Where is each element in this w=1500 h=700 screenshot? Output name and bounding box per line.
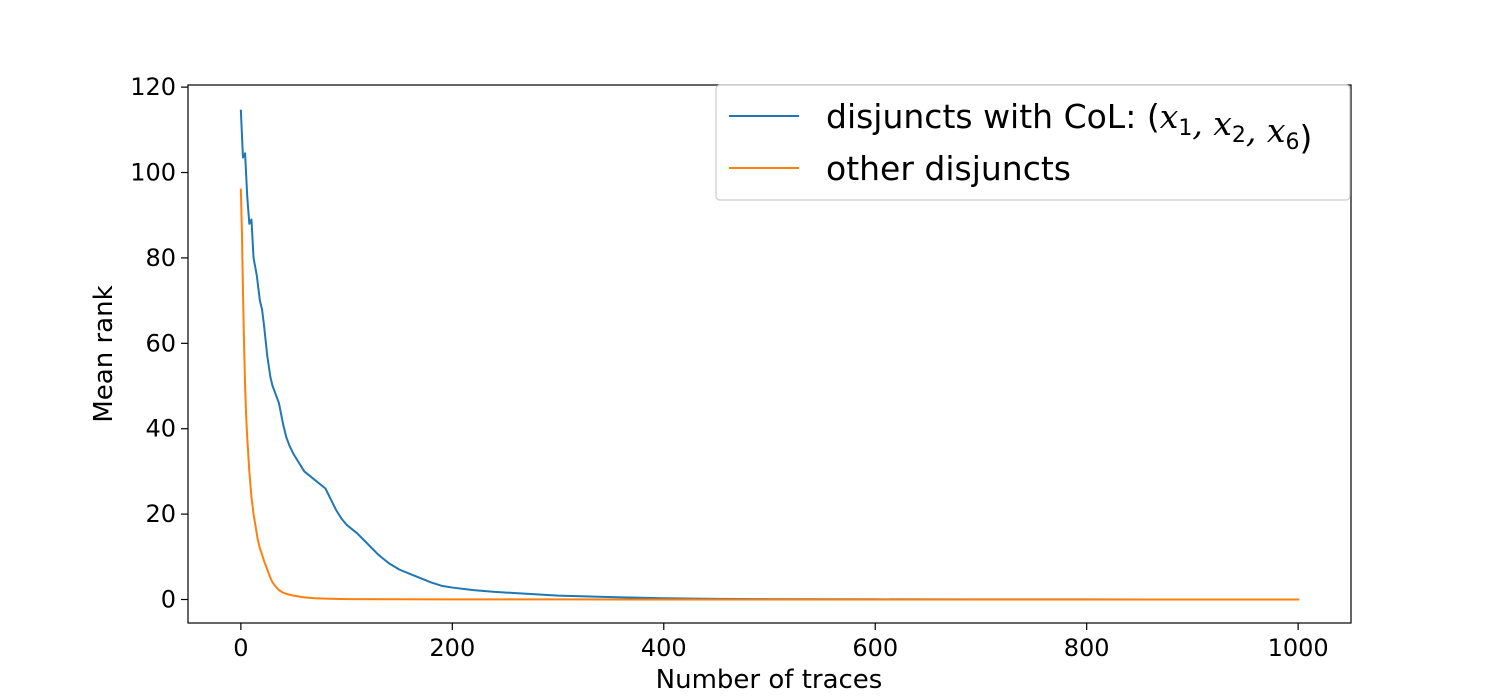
y-tick-label: 40	[145, 415, 176, 443]
x-axis-ticks: 0 200 400 600 800 1000	[233, 623, 1329, 662]
legend-label-1: other disjuncts	[826, 149, 1071, 188]
series-line-0	[239, 109, 1300, 601]
legend: disjuncts with CoL: (x1, x2, x6)other di…	[715, 84, 1351, 201]
x-tick-label: 800	[1064, 634, 1110, 662]
x-tick-label: 600	[852, 634, 898, 662]
y-tick-label: 0	[161, 586, 176, 614]
legend-label-0: disjuncts with CoL: (x1, x2, x6)	[826, 97, 1312, 157]
x-tick-label: 400	[641, 634, 687, 662]
x-tick-label: 200	[429, 634, 475, 662]
y-axis-ticks: 0 20 40 60 80 100 120	[130, 73, 188, 614]
x-axis-label: Number of traces	[656, 665, 883, 695]
y-tick-label: 120	[130, 73, 176, 101]
y-axis-label: Mean rank	[89, 285, 119, 422]
plot-lines	[239, 109, 1300, 601]
y-tick-label: 60	[145, 329, 176, 357]
y-tick-label: 80	[145, 244, 176, 272]
y-tick-label: 20	[145, 500, 176, 528]
series-line-1	[239, 188, 1300, 601]
x-tick-label: 0	[233, 634, 248, 662]
x-tick-label: 1000	[1268, 634, 1329, 662]
legend-box	[715, 84, 1351, 201]
y-tick-label: 100	[130, 159, 176, 187]
